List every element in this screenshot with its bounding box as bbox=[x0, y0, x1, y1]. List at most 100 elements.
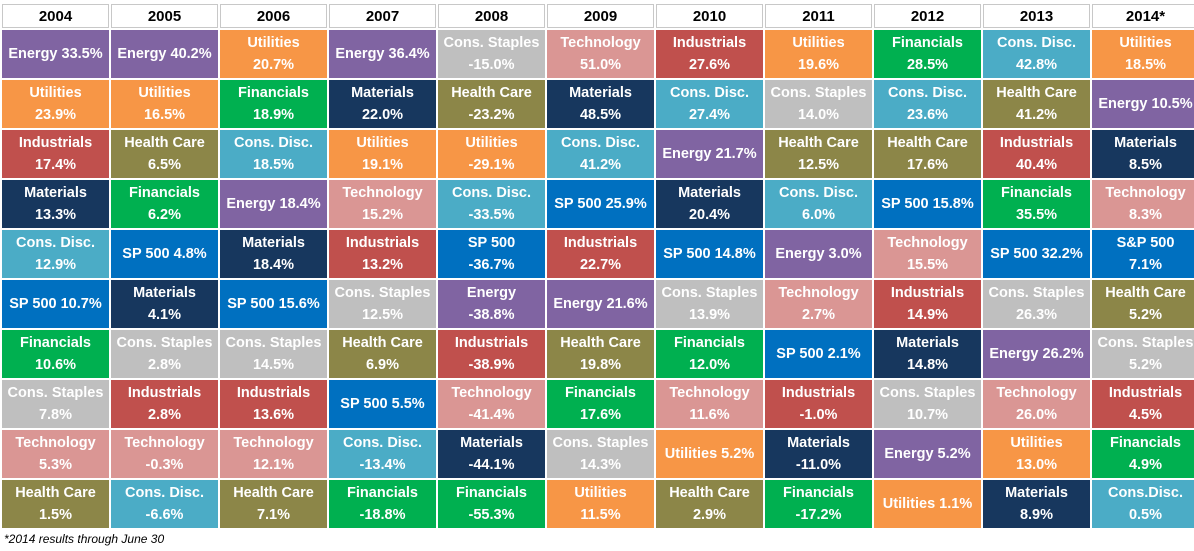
sector-label: Energy 3.0% bbox=[775, 246, 862, 262]
sector-cell: Materials -44.1% bbox=[438, 430, 545, 478]
sector-return-value: 20.7% bbox=[252, 57, 295, 73]
sector-return-value: 22.7% bbox=[579, 257, 622, 273]
sector-cell: SP 500 15.6% bbox=[220, 280, 327, 328]
sector-cell: Utilities 18.5% bbox=[1092, 30, 1194, 78]
sector-label: Cons. Disc. bbox=[779, 185, 858, 201]
sector-return-value: 8.3% bbox=[1128, 207, 1163, 223]
sector-cell: SP 500 25.9% bbox=[547, 180, 654, 228]
sector-return-value: 4.1% bbox=[147, 307, 182, 323]
sector-label: Industrials bbox=[18, 135, 93, 151]
sector-cell: Financials 6.2% bbox=[111, 180, 218, 228]
sector-label: Energy 10.5% bbox=[1098, 96, 1193, 112]
sector-cell: Energy 36.4% bbox=[329, 30, 436, 78]
sector-label: Industrials bbox=[236, 385, 311, 401]
sector-cell: Technology 11.6% bbox=[656, 380, 763, 428]
sector-return-value: -17.2% bbox=[795, 507, 842, 523]
sector-cell: SP 500 2.1% bbox=[765, 330, 872, 378]
sector-cell: Financials 18.9% bbox=[220, 80, 327, 128]
sector-return-value: 11.6% bbox=[689, 407, 730, 423]
sector-return-value: 13.2% bbox=[361, 257, 404, 273]
sector-return-value: -55.3% bbox=[468, 507, 515, 523]
sector-return-value: 2.9% bbox=[692, 507, 727, 523]
sector-cell: Cons. Disc. 27.4% bbox=[656, 80, 763, 128]
sector-label: Utilities bbox=[247, 35, 300, 51]
sector-return-value: 20.4% bbox=[688, 207, 731, 223]
sector-label: Technology bbox=[996, 385, 1077, 401]
sector-label: Industrials bbox=[345, 235, 420, 251]
sector-label: Energy 21.7% bbox=[662, 146, 757, 162]
sector-cell: Materials 14.8% bbox=[874, 330, 981, 378]
sector-cell: Cons. Disc. -6.6% bbox=[111, 480, 218, 528]
sector-label: SP 500 15.8% bbox=[881, 196, 974, 212]
sector-cell: Health Care 5.2% bbox=[1092, 280, 1194, 328]
sector-label: Materials bbox=[133, 285, 196, 301]
sector-label: Industrials bbox=[563, 235, 638, 251]
sector-cell: Cons. Disc. -13.4% bbox=[329, 430, 436, 478]
sector-label: Cons. Staples bbox=[225, 335, 322, 351]
sector-label: Financials bbox=[783, 485, 854, 501]
sector-cell: Utilities 13.0% bbox=[983, 430, 1090, 478]
sector-label: Technology bbox=[1105, 185, 1186, 201]
sector-label: Health Care bbox=[124, 135, 205, 151]
sector-cell: Cons. Disc. 42.8% bbox=[983, 30, 1090, 78]
sector-cell: Energy 33.5% bbox=[2, 30, 109, 78]
sector-return-value: 35.5% bbox=[1015, 207, 1058, 223]
sector-return-value: 2.7% bbox=[801, 307, 836, 323]
sector-label: Health Care bbox=[342, 335, 423, 351]
sector-cell: Energy 21.6% bbox=[547, 280, 654, 328]
sector-cell: Cons. Disc. 12.9% bbox=[2, 230, 109, 278]
year-header: 2013 bbox=[983, 4, 1090, 28]
sector-return-value: -38.9% bbox=[468, 357, 515, 373]
sector-cell: Industrials 22.7% bbox=[547, 230, 654, 278]
sector-cell: Industrials -1.0% bbox=[765, 380, 872, 428]
sector-label: Technology bbox=[778, 285, 859, 301]
sector-label: Technology bbox=[124, 435, 205, 451]
sector-cell: Financials -17.2% bbox=[765, 480, 872, 528]
sector-label: Utilities bbox=[138, 85, 191, 101]
sector-return-value: 11.5% bbox=[580, 507, 621, 523]
sector-cell: Health Care 19.8% bbox=[547, 330, 654, 378]
sector-cell: SP 500 4.8% bbox=[111, 230, 218, 278]
year-header: 2007 bbox=[329, 4, 436, 28]
year-header: 2014* bbox=[1092, 4, 1194, 28]
sector-return-value: 14.3% bbox=[579, 457, 622, 473]
sector-label: Technology bbox=[233, 435, 314, 451]
sector-cell: Health Care 6.5% bbox=[111, 130, 218, 178]
sector-return-value: 27.4% bbox=[688, 107, 731, 123]
sector-return-value: 19.8% bbox=[579, 357, 622, 373]
sector-label: Health Care bbox=[560, 335, 641, 351]
sector-return-value: 42.8% bbox=[1015, 57, 1058, 73]
sector-label: Cons. Disc. bbox=[343, 435, 422, 451]
sector-label: Utilities bbox=[1010, 435, 1063, 451]
sector-label: Cons. Staples bbox=[661, 285, 758, 301]
sector-return-value: 10.7% bbox=[906, 407, 949, 423]
sector-label: Health Care bbox=[1105, 285, 1186, 301]
sector-cell: Industrials 27.6% bbox=[656, 30, 763, 78]
sector-label: Cons.Disc. bbox=[1108, 485, 1183, 501]
sector-label: Cons. Staples bbox=[1097, 335, 1194, 351]
sector-return-value: 10.6% bbox=[34, 357, 77, 373]
sector-return-value: 13.0% bbox=[1015, 457, 1058, 473]
sector-return-value: 5.3% bbox=[38, 457, 73, 473]
sector-label: Materials bbox=[351, 85, 414, 101]
sector-return-value: 51.0% bbox=[579, 57, 622, 73]
sector-cell: Health Care 41.2% bbox=[983, 80, 1090, 128]
sector-return-value: 14.9% bbox=[906, 307, 949, 323]
sector-cell: S&P 500 7.1% bbox=[1092, 230, 1194, 278]
sector-cell: Utilities 19.6% bbox=[765, 30, 872, 78]
sector-cell: Cons. Disc. 23.6% bbox=[874, 80, 981, 128]
sector-return-value: -29.1% bbox=[468, 157, 515, 173]
sector-label: Materials bbox=[1114, 135, 1177, 151]
sector-label: Materials bbox=[896, 335, 959, 351]
sector-label: Cons. Staples bbox=[770, 85, 867, 101]
sector-return-value: 23.9% bbox=[34, 107, 77, 123]
sector-label: Cons. Staples bbox=[334, 285, 431, 301]
sector-cell: Utilities 1.1% bbox=[874, 480, 981, 528]
sector-cell: Financials 12.0% bbox=[656, 330, 763, 378]
sector-cell: Industrials 17.4% bbox=[2, 130, 109, 178]
sector-cell: Health Care 2.9% bbox=[656, 480, 763, 528]
sector-return-value: 15.5% bbox=[906, 257, 949, 273]
sector-label: Energy 40.2% bbox=[117, 46, 212, 62]
sector-cell: Technology 15.2% bbox=[329, 180, 436, 228]
sector-label: Industrials bbox=[127, 385, 202, 401]
